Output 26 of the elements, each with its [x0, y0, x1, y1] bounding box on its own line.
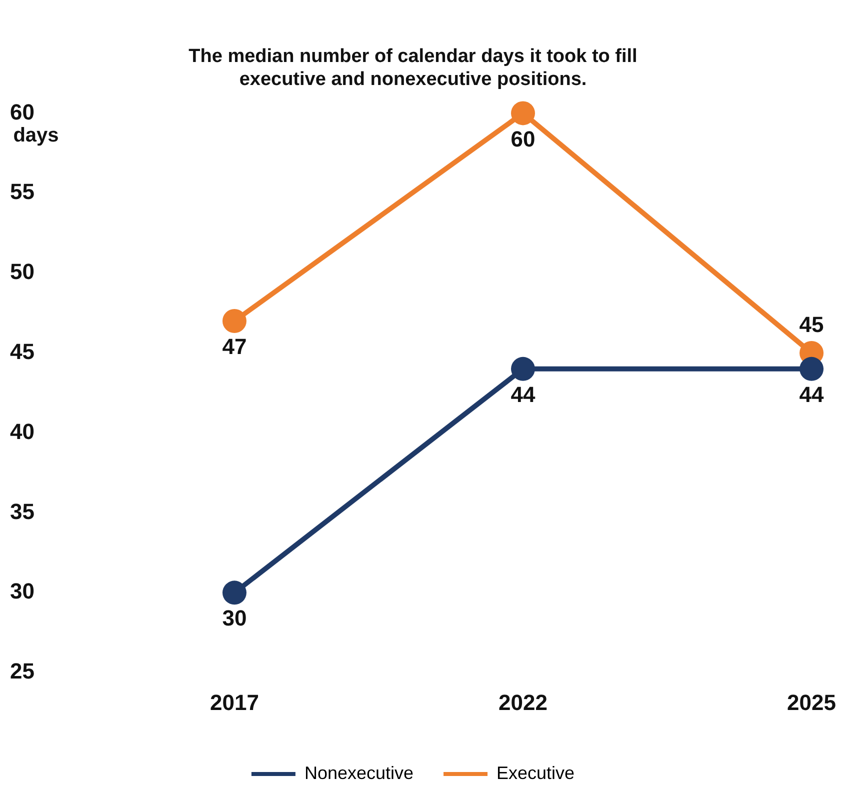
y-tick-label: 35	[10, 498, 34, 524]
point	[511, 101, 535, 126]
y-tick-label: 50	[10, 259, 34, 284]
point	[222, 580, 246, 605]
legend-label: Nonexecutive	[304, 762, 414, 783]
data-label: 60	[510, 126, 536, 152]
data-label: 47	[222, 334, 247, 360]
y-axis-title: days	[13, 124, 59, 147]
data-label: 30	[222, 606, 247, 631]
point	[800, 356, 824, 381]
legend-label: Executive	[496, 762, 575, 783]
chart-title: The median number of calendar days it took to fill executive and nonexecutive positions.	[188, 46, 638, 90]
y-tick-label: 55	[10, 179, 34, 204]
x-tick-label: 2025	[787, 690, 836, 715]
y-tick-label: 25	[10, 658, 34, 684]
data-label: 45	[799, 312, 824, 338]
x-tick-label: 2017	[210, 690, 259, 715]
data-label: 44	[799, 382, 825, 407]
y-tick-label: 45	[10, 339, 34, 364]
y-tick-label: 60	[10, 99, 34, 124]
point	[511, 356, 535, 381]
x-tick-label: 2022	[498, 690, 548, 715]
y-tick-label: 30	[10, 578, 34, 604]
data-label: 44	[510, 382, 536, 407]
point	[222, 308, 246, 333]
y-tick-label: 40	[10, 418, 34, 444]
